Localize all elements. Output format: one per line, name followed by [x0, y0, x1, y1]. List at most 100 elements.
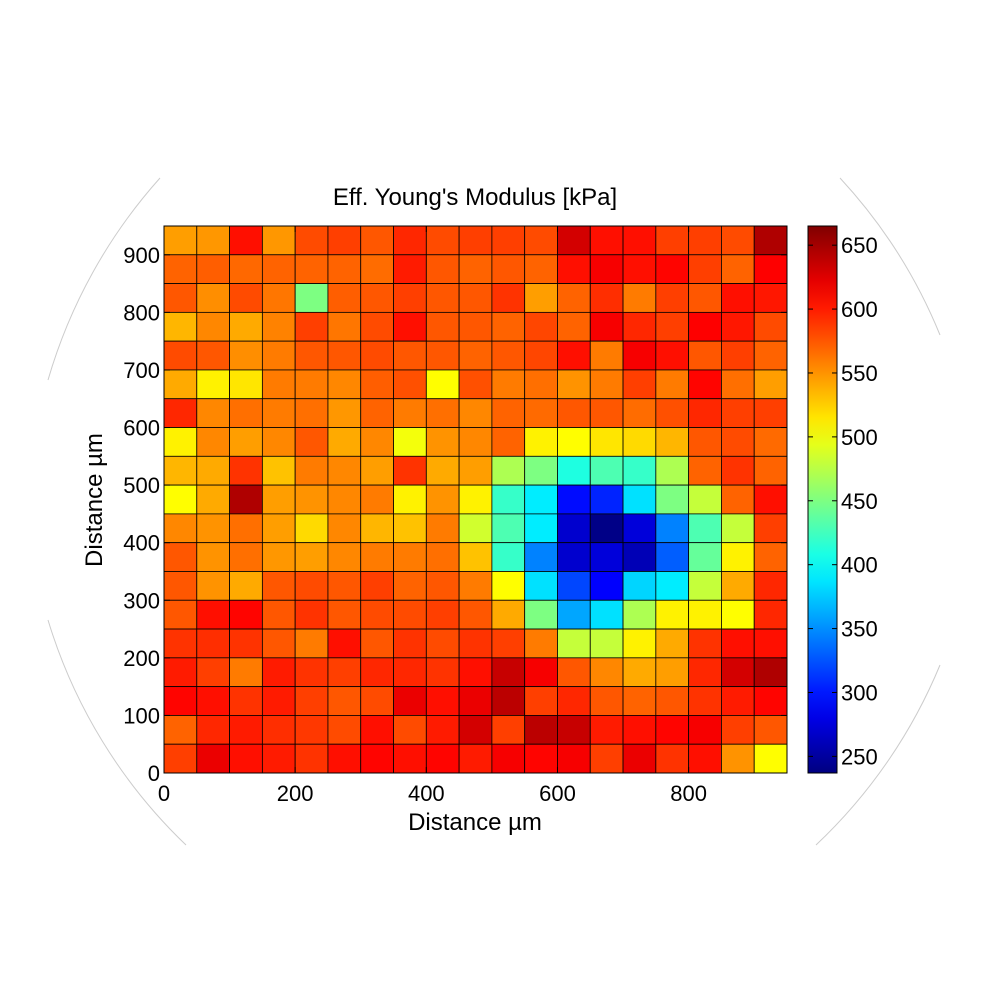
heatmap-cell — [655, 427, 690, 457]
heatmap-cell — [163, 283, 198, 313]
heatmap-cell — [721, 628, 755, 659]
heatmap-cell — [557, 455, 591, 486]
heatmap-cell — [261, 715, 296, 745]
heatmap-cell — [425, 571, 460, 601]
heatmap-cell — [229, 254, 263, 284]
heatmap-cell — [360, 311, 394, 342]
heatmap-cell — [655, 657, 690, 688]
y-tick-label: 300 — [123, 588, 160, 613]
colorbar-tick-label: 450 — [841, 489, 878, 514]
heatmap-cell — [393, 484, 427, 515]
heatmap-cell — [753, 225, 788, 256]
heatmap-cell — [557, 398, 591, 428]
heatmap-cell — [163, 599, 198, 630]
heatmap-cell — [524, 484, 558, 515]
heatmap-cell — [393, 283, 427, 313]
heatmap-cell — [425, 455, 460, 486]
heatmap-cell — [622, 427, 657, 457]
heatmap-cell — [360, 455, 394, 486]
heatmap-cell — [294, 340, 329, 371]
heatmap-cell — [753, 484, 788, 515]
heatmap-cell — [163, 628, 198, 659]
heatmap-cell — [261, 571, 296, 601]
heatmap-cell — [655, 715, 690, 745]
heatmap-cell — [294, 311, 329, 342]
heatmap-cell — [261, 657, 296, 688]
heatmap-cell — [491, 398, 526, 428]
heatmap-cell — [557, 225, 591, 256]
heatmap-cell — [294, 599, 329, 630]
heatmap-cell — [753, 657, 788, 688]
heatmap-cell — [196, 427, 230, 457]
heatmap-cell — [196, 254, 230, 284]
heatmap-cell — [491, 686, 526, 716]
heatmap-cell — [294, 628, 329, 659]
heatmap-cell — [393, 340, 427, 371]
heatmap-cell — [360, 225, 394, 256]
heatmap-cell — [491, 427, 526, 457]
heatmap-cell — [557, 311, 591, 342]
colorbar-tick-label: 550 — [841, 361, 878, 386]
heatmap-cell — [721, 484, 755, 515]
heatmap-cell — [458, 513, 493, 544]
heatmap-cell — [393, 513, 427, 544]
heatmap-cell — [753, 340, 788, 371]
heatmap-cell — [327, 427, 362, 457]
heatmap-cell — [261, 513, 296, 544]
heatmap-cell — [524, 369, 558, 400]
heatmap-cell — [557, 686, 591, 716]
heatmap-cell — [753, 686, 788, 716]
heatmap-cell — [458, 311, 493, 342]
heatmap-cell — [753, 571, 788, 601]
heatmap-cell — [721, 283, 755, 313]
heatmap-cell — [294, 743, 329, 774]
heatmap-cell — [327, 455, 362, 486]
heatmap-cell — [458, 427, 493, 457]
heatmap-cell — [721, 340, 755, 371]
heatmap-cell — [491, 657, 526, 688]
heatmap-cell — [688, 715, 722, 745]
colorbar — [807, 225, 838, 774]
colorbar-tick-label: 350 — [841, 617, 878, 642]
heatmap-cell — [688, 542, 722, 572]
heatmap-cell — [753, 715, 788, 745]
heatmap-cell — [589, 484, 624, 515]
heatmap-cells — [163, 225, 788, 774]
heatmap-cell — [589, 455, 624, 486]
y-tick-label: 900 — [123, 243, 160, 268]
heatmap-cell — [425, 254, 460, 284]
heatmap-cell — [622, 599, 657, 630]
heatmap-cell — [327, 657, 362, 688]
heatmap-cell — [753, 513, 788, 544]
heatmap-cell — [721, 254, 755, 284]
heatmap-cell — [721, 369, 755, 400]
heatmap-cell — [196, 743, 230, 774]
heatmap-cell — [294, 542, 329, 572]
heatmap-cell — [655, 283, 690, 313]
heatmap-cell — [721, 571, 755, 601]
heatmap-cell — [688, 686, 722, 716]
heatmap-cell — [393, 542, 427, 572]
heatmap-cell — [524, 743, 558, 774]
heatmap-cell — [589, 715, 624, 745]
heatmap-cell — [196, 599, 230, 630]
heatmap-cell — [327, 628, 362, 659]
heatmap-cell — [753, 254, 788, 284]
heatmap-cell — [688, 513, 722, 544]
plot-frame — [163, 225, 788, 774]
heatmap-cell — [721, 542, 755, 572]
heatmap-cell — [753, 628, 788, 659]
heatmap-cell — [327, 311, 362, 342]
heatmap-cell — [589, 542, 624, 572]
y-tick-label: 500 — [123, 473, 160, 498]
heatmap-cell — [425, 542, 460, 572]
heatmap-cell — [688, 283, 722, 313]
heatmap-cell — [589, 686, 624, 716]
heatmap-cell — [753, 311, 788, 342]
heatmap-cell — [196, 455, 230, 486]
heatmap-cell — [491, 743, 526, 774]
heatmap-cell — [458, 599, 493, 630]
heatmap-cell — [589, 599, 624, 630]
heatmap-cell — [524, 283, 558, 313]
heatmap-cell — [360, 715, 394, 745]
